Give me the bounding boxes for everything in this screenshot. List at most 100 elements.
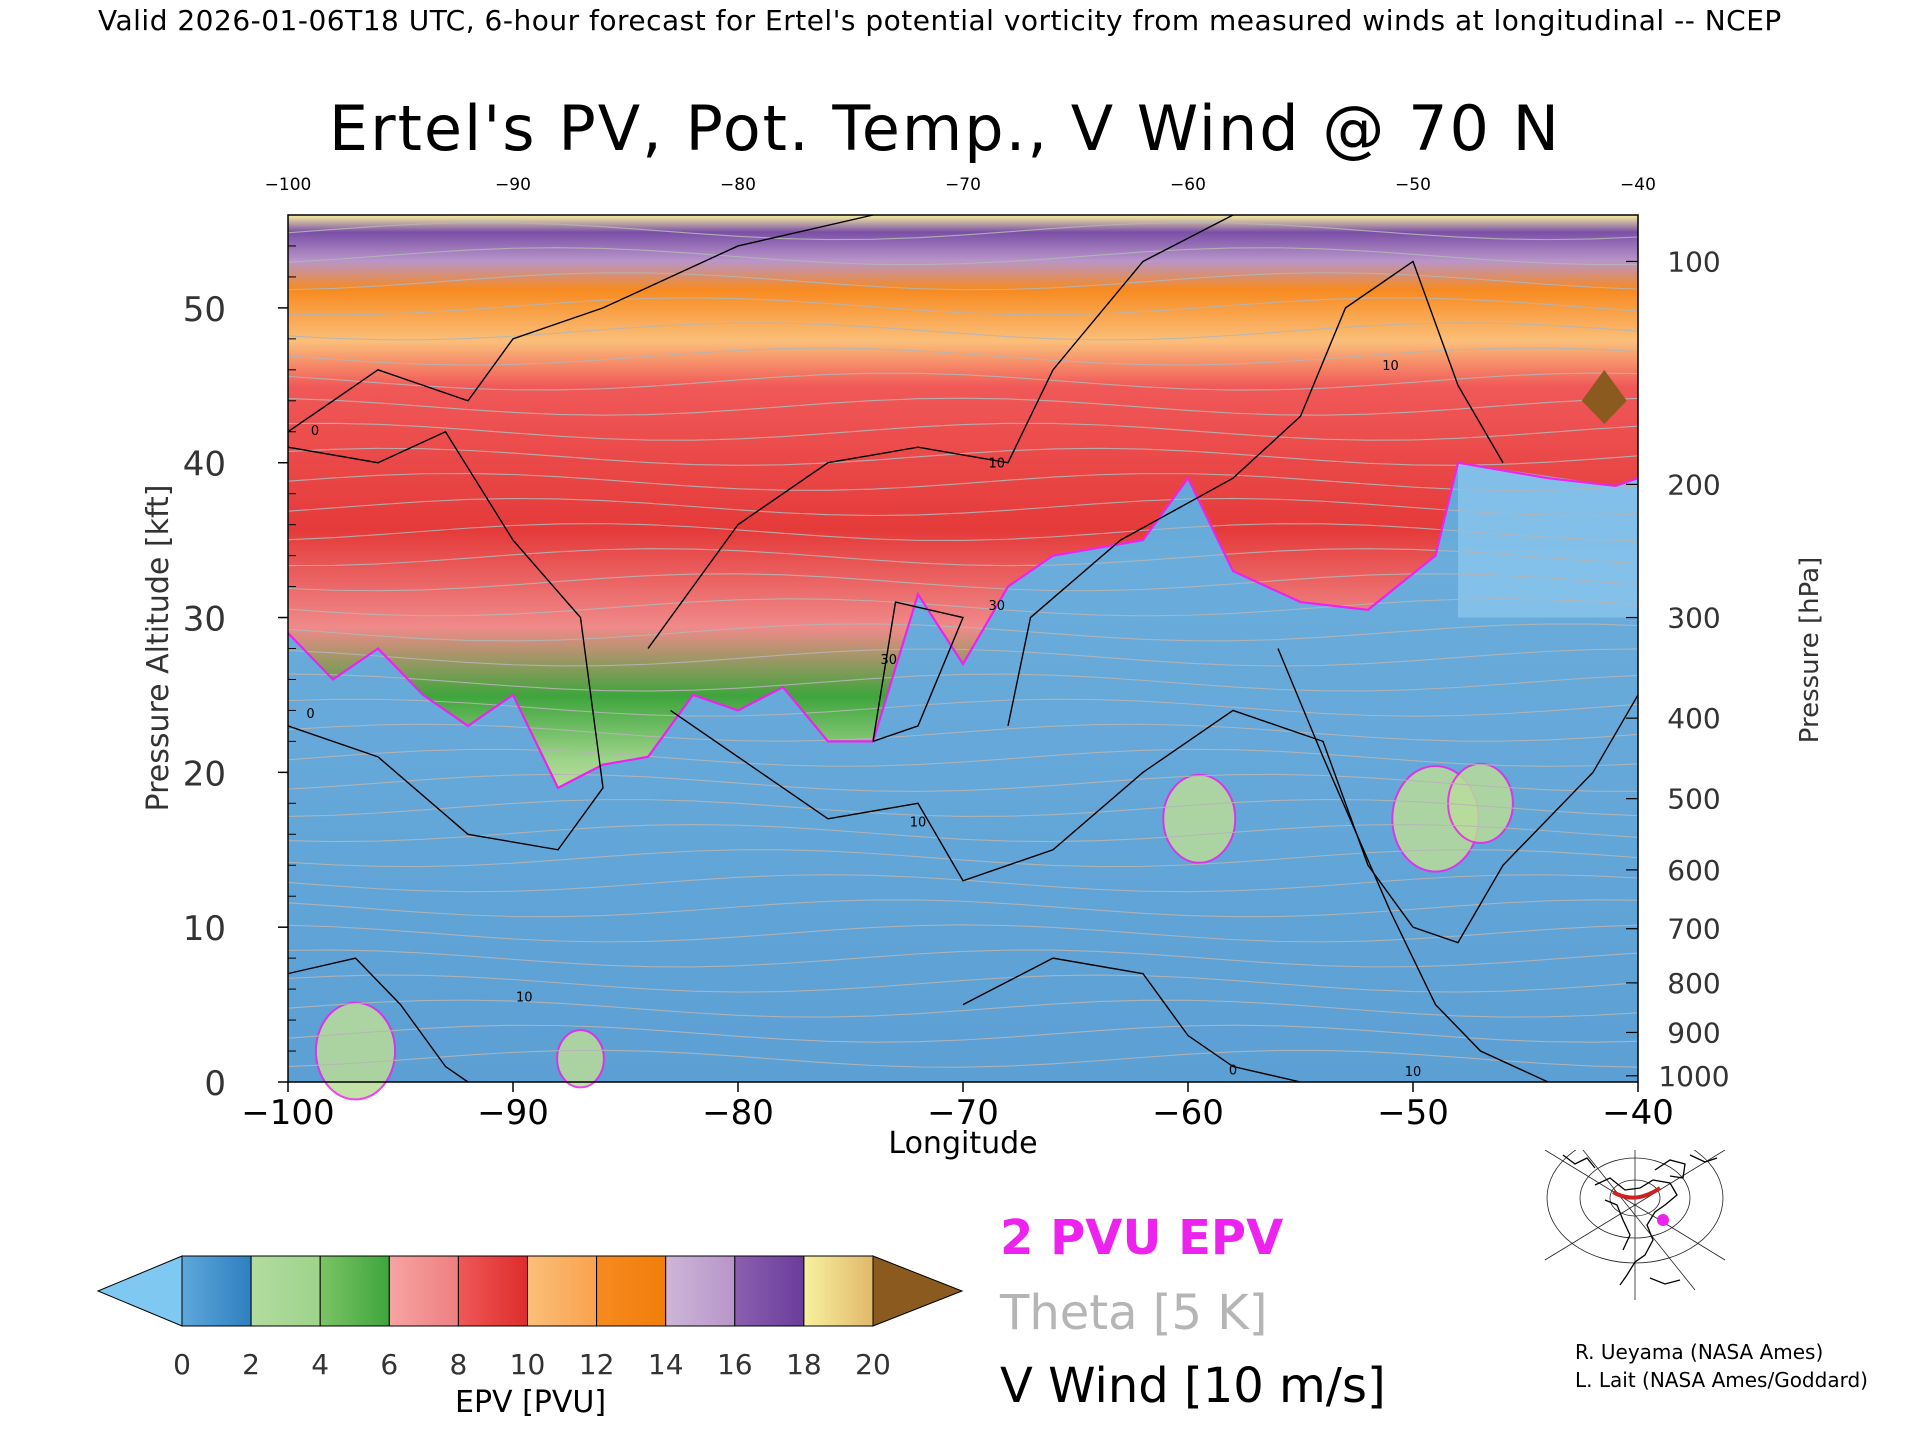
- theta-isoline: [287, 949, 1639, 968]
- theta-isoline: [287, 523, 1639, 542]
- y-axis-label: Pressure Altitude [kft]: [141, 485, 176, 812]
- colorbar-under-arrow: [96, 1255, 183, 1327]
- v-wind-contour: [872, 601, 964, 743]
- chart-title: Ertel's PV, Pot. Temp., V Wind @ 70 N: [328, 92, 1562, 165]
- theta-isoline: [287, 698, 1639, 717]
- pv-max: [1581, 369, 1627, 425]
- wind-contour-label: 10: [516, 990, 533, 1005]
- theta-isoline: [287, 222, 1639, 241]
- pressure-tick-label: 600: [1667, 854, 1720, 887]
- theta-isoline: [287, 497, 1639, 517]
- pv-blob: [1162, 773, 1237, 864]
- theta-isoline: [287, 748, 1639, 767]
- colorbar-segment: [596, 1255, 667, 1327]
- x-tick-label: −70: [927, 1093, 999, 1133]
- theta-isoline: [287, 823, 1639, 843]
- theta-isoline: [287, 1024, 1639, 1043]
- colorbar-tick-label: 18: [786, 1348, 822, 1381]
- pvu-2-contour: [287, 461, 1639, 790]
- top-tick-label: −90: [495, 175, 531, 195]
- colorbar-tick-label: 16: [717, 1348, 753, 1381]
- theta-isoline: [287, 247, 1639, 266]
- theta-isoline: [287, 422, 1639, 441]
- theta-isoline: [287, 347, 1639, 366]
- theta-isoline: [287, 297, 1639, 316]
- theta-isoline: [287, 974, 1639, 993]
- colorbar-segment: [250, 1255, 321, 1327]
- colorbar-segment: [527, 1255, 598, 1327]
- v-wind-contour: [1277, 648, 1549, 1083]
- theta-isoline: [287, 849, 1639, 868]
- map-location-marker: [1657, 1214, 1669, 1226]
- y-tick-label: 0: [204, 1064, 226, 1104]
- x-tick-label: −40: [1602, 1093, 1674, 1133]
- x-axis-label: Longitude: [888, 1126, 1037, 1161]
- theta-isoline: [287, 372, 1639, 391]
- pressure-tick-label: 500: [1667, 783, 1720, 816]
- theta-isoline: [287, 673, 1639, 692]
- pressure-tick-label: 200: [1667, 468, 1720, 501]
- colorbar-segment: [388, 1255, 459, 1327]
- right-axis-label: Pressure [hPa]: [1795, 557, 1825, 744]
- legend-v-wind: V Wind [10 m/s]: [1000, 1358, 1386, 1414]
- legend-theta: Theta [5 K]: [1000, 1285, 1268, 1341]
- wind-contour-label: 30: [880, 653, 897, 668]
- colorbar-tick-label: 12: [579, 1348, 615, 1381]
- v-wind-contour: [287, 214, 874, 433]
- wind-contour-label: 10: [1405, 1065, 1422, 1080]
- theta-isoline: [287, 1049, 1639, 1068]
- v-wind-contour: [647, 214, 1234, 649]
- pressure-tick-label: 900: [1667, 1016, 1720, 1049]
- x-tick-label: −50: [1377, 1093, 1449, 1133]
- legend-pvu-epv: 2 PVU EPV: [1000, 1210, 1284, 1266]
- colorbar-tick-label: 6: [380, 1348, 398, 1381]
- colorbar-segment: [803, 1255, 874, 1327]
- wind-contour-label: 0: [306, 707, 314, 722]
- pressure-tick-label: 800: [1667, 967, 1720, 1000]
- wind-contour-label: 30: [988, 599, 1005, 614]
- low-pv-patch: [1458, 462, 1638, 618]
- colorbar-tick-label: 8: [449, 1348, 467, 1381]
- pv-blob: [314, 1001, 397, 1101]
- colorbar-segment: [665, 1255, 736, 1327]
- theta-isoline: [287, 322, 1639, 341]
- colorbar-tick-label: 0: [173, 1348, 191, 1381]
- colorbar-over-arrow: [872, 1255, 964, 1327]
- v-wind-contour: [287, 957, 469, 1083]
- colorbar-tick-label: 2: [242, 1348, 260, 1381]
- x-tick-label: −60: [1152, 1093, 1224, 1133]
- x-tick-label: −90: [477, 1093, 549, 1133]
- v-wind-contour: [962, 957, 1301, 1083]
- top-tick-label: −100: [265, 175, 312, 195]
- top-tick-label: −70: [945, 175, 981, 195]
- pressure-tick-label: 700: [1667, 913, 1720, 946]
- x-tick-label: −80: [702, 1093, 774, 1133]
- pv-blob: [556, 1029, 605, 1089]
- colorbar-segment: [181, 1255, 252, 1327]
- y-tick-label: 30: [183, 600, 226, 640]
- y-tick-label: 10: [183, 909, 226, 949]
- theta-isoline: [287, 548, 1639, 567]
- y-tick-label: 20: [183, 754, 226, 794]
- wind-contour-label: 10: [1382, 359, 1399, 374]
- v-wind-contour: [1007, 260, 1504, 727]
- colorbar-label: EPV [PVU]: [455, 1385, 607, 1420]
- location-map: [1544, 1150, 1726, 1300]
- y-tick-label: 40: [183, 445, 226, 485]
- colorbar-tick-label: 4: [311, 1348, 329, 1381]
- theta-isoline: [287, 723, 1639, 742]
- credit-line-2: L. Lait (NASA Ames/Goddard): [1575, 1368, 1868, 1392]
- y-tick-label: 50: [183, 290, 226, 330]
- theta-isoline: [287, 598, 1639, 617]
- top-tick-label: −80: [720, 175, 756, 195]
- map-graticule: [1544, 1150, 1726, 1300]
- v-wind-contour: [287, 430, 604, 851]
- v-wind-contour: [670, 694, 1639, 944]
- theta-isoline: [287, 397, 1639, 416]
- top-tick-label: −60: [1170, 175, 1206, 195]
- wind-contour-label: 10: [988, 456, 1005, 471]
- theta-isoline: [287, 798, 1639, 817]
- forecast-header: Valid 2026-01-06T18 UTC, 6-hour forecast…: [98, 4, 1782, 37]
- pressure-tick-label: 400: [1667, 702, 1720, 735]
